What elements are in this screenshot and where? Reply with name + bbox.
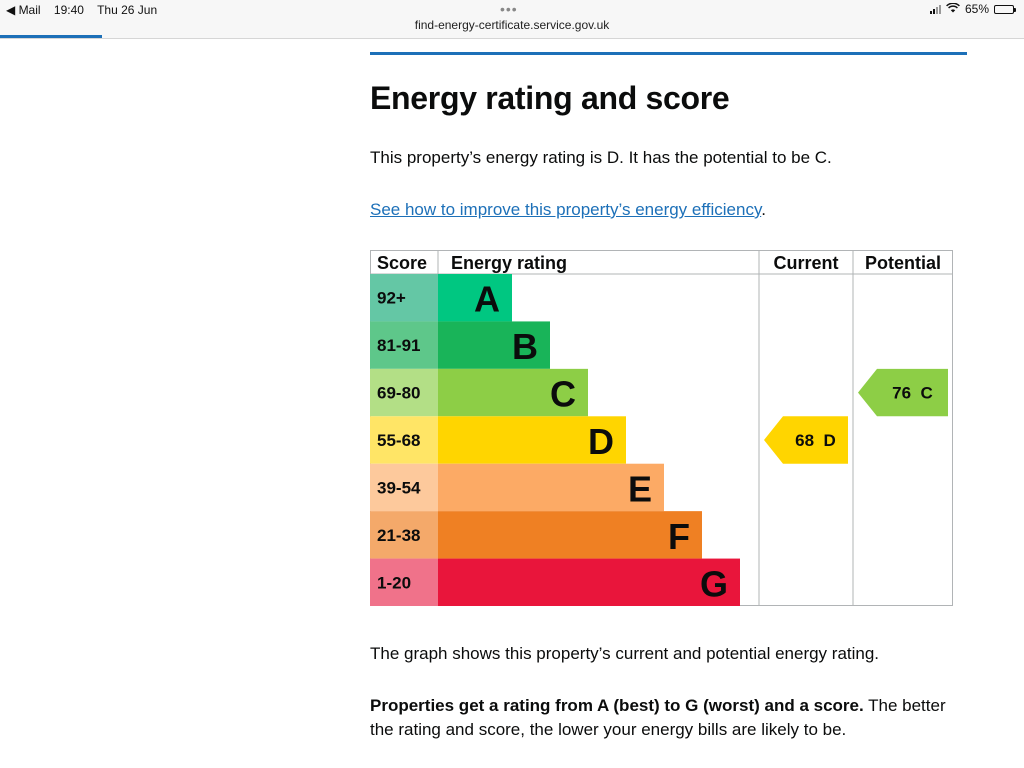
band-bar-a — [438, 274, 512, 322]
signal-icon — [929, 4, 941, 14]
band-score-label-a: 92+ — [377, 289, 406, 308]
status-right: 65% — [929, 2, 1016, 16]
address-bar[interactable]: find-energy-certificate.service.gov.uk — [414, 18, 610, 32]
rating-info-bold: Properties get a rating from A (best) to… — [370, 696, 864, 715]
band-score-label-d: 55-68 — [377, 431, 420, 450]
section-rule — [370, 52, 967, 55]
status-left: ◀ Mail 19:40 Thu 26 Jun — [6, 3, 167, 17]
band-letter-f: F — [668, 516, 690, 557]
band-score-cell-e — [370, 463, 438, 512]
potential-rating-label: 76 C — [892, 384, 933, 403]
epc-graph: Score Energy rating Current Potential 92+ A 81… — [370, 250, 953, 606]
band-score-cell-f — [370, 511, 438, 559]
page-title: Energy rating and score — [370, 80, 730, 116]
band-bar-f — [438, 511, 702, 559]
more-options-icon[interactable]: ••• — [500, 1, 518, 17]
rating-sentence: This property’s energy rating is D. It h… — [370, 148, 832, 167]
band-score-cell-g — [370, 558, 438, 606]
improve-link-suffix: . — [761, 200, 766, 219]
band-score-cell-b — [370, 321, 438, 369]
battery-percentage: 65% — [964, 2, 989, 16]
current-rating-label: 68 D — [795, 431, 836, 450]
band-letter-b: B — [512, 326, 538, 367]
status-date: Thu 26 Jun — [97, 3, 158, 17]
band-score-cell-d — [370, 416, 438, 464]
band-score-label-g: 1-20 — [377, 573, 411, 592]
current-rating-arrow — [764, 416, 848, 464]
rating-info-rest: The better the rating and score, the low… — [370, 696, 946, 739]
page-load-progress — [0, 35, 102, 38]
header-score: Score — [377, 253, 427, 273]
band-letter-a: A — [474, 279, 500, 320]
header-potential: Potential — [865, 253, 941, 273]
band-score-cell-a — [370, 274, 438, 322]
band-bar-c — [438, 368, 588, 417]
band-bar-e — [438, 463, 664, 512]
band-bar-d — [438, 416, 626, 464]
energy-rating-chart: Score Energy rating Current Potential 92+ A 81… — [370, 250, 953, 606]
band-score-cell-c — [370, 368, 438, 417]
band-bar-g — [438, 558, 740, 606]
rating-info: Properties get a rating from A (best) to… — [370, 694, 970, 742]
potential-rating-arrow — [858, 368, 948, 417]
improve-link-paragraph: See how to improve this property’s energ… — [370, 200, 766, 220]
band-letter-d: D — [588, 421, 614, 462]
browser-status-bar: ◀ Mail 19:40 Thu 26 Jun ••• find-energy-… — [0, 0, 1024, 39]
band-score-label-e: 39-54 — [377, 478, 421, 497]
back-to-mail-button[interactable]: ◀ Mail — [6, 3, 41, 17]
battery-icon — [994, 4, 1016, 14]
header-current: Current — [773, 253, 838, 273]
band-letter-e: E — [628, 468, 652, 509]
band-letter-g: G — [700, 563, 728, 604]
header-energy-rating: Energy rating — [451, 253, 567, 273]
improve-efficiency-link[interactable]: See how to improve this property’s energ… — [370, 200, 762, 219]
band-letter-c: C — [550, 374, 576, 415]
status-time: 19:40 — [53, 3, 84, 17]
band-bar-b — [438, 321, 550, 369]
band-score-label-b: 81-91 — [377, 336, 420, 355]
graph-caption: The graph shows this property’s current … — [370, 644, 880, 663]
wifi-icon — [946, 2, 960, 16]
band-score-label-f: 21-38 — [377, 526, 420, 545]
band-score-label-c: 69-80 — [377, 384, 420, 403]
